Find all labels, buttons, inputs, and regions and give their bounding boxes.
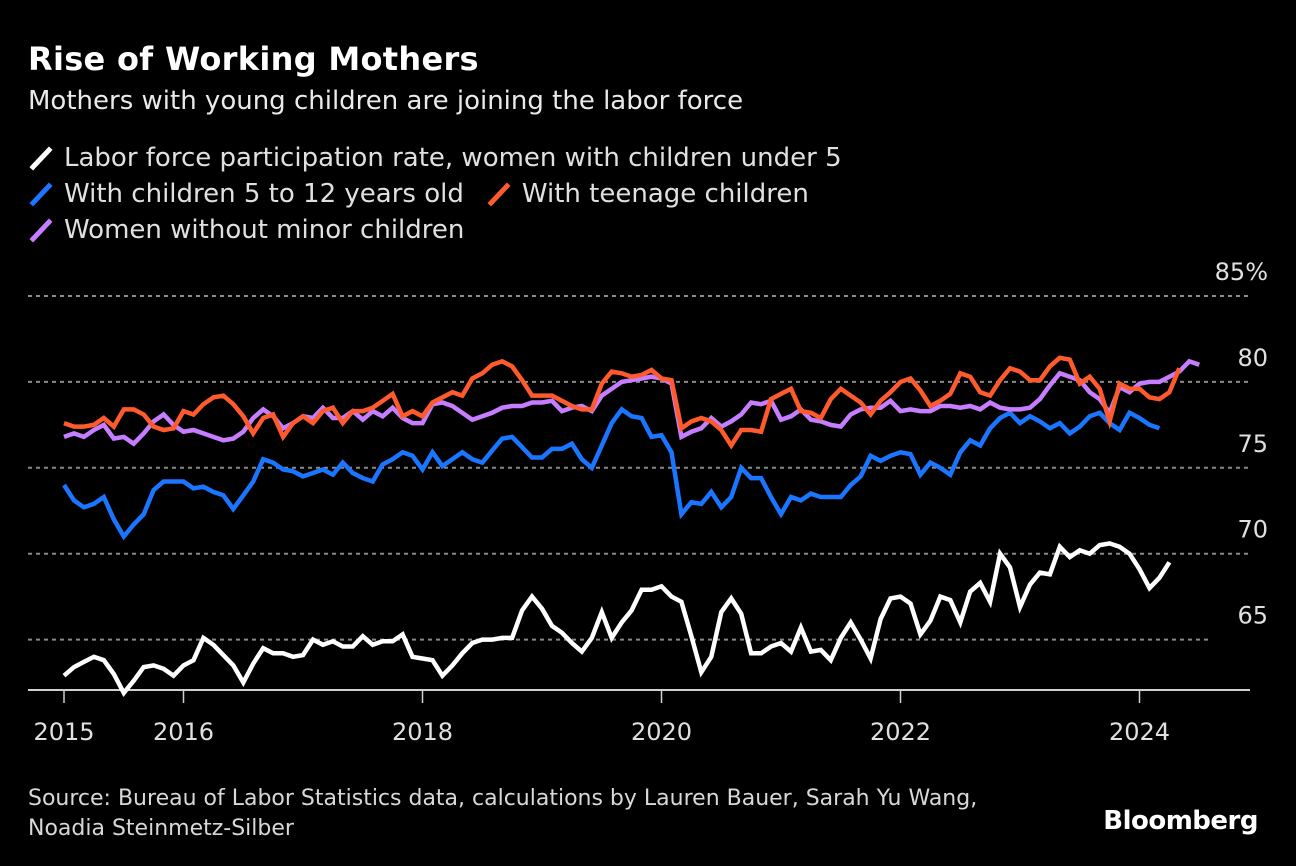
x-tick-label: 2016 — [153, 718, 214, 746]
x-tick-label: 2022 — [870, 718, 931, 746]
x-tick-label: 2020 — [631, 718, 692, 746]
y-tick-label: 80 — [1237, 344, 1268, 372]
legend-swatch-orange-icon — [486, 181, 512, 207]
y-tick-label: 85% — [1215, 258, 1268, 286]
y-tick-label: 70 — [1237, 516, 1268, 544]
legend-swatch-white-icon — [28, 145, 54, 171]
legend: Labor force participation rate, women wi… — [28, 140, 864, 248]
legend-item-under-5: Labor force participation rate, women wi… — [28, 143, 842, 173]
source-note: Source: Bureau of Labor Statistics data,… — [28, 786, 978, 841]
legend-swatch-blue-icon — [28, 181, 54, 207]
legend-label: With teenage children — [521, 179, 809, 209]
y-tick-label: 75 — [1237, 430, 1268, 458]
legend-label: With children 5 to 12 years old — [64, 179, 464, 209]
legend-label: Labor force participation rate, women wi… — [64, 143, 842, 173]
series-line-under-5 — [62, 541, 1172, 697]
legend-item-teenage: With teenage children — [486, 179, 809, 209]
y-tick-label: 65 — [1237, 602, 1268, 630]
x-tick-label: 2018 — [392, 718, 453, 746]
bloomberg-logo: Bloomberg — [1103, 806, 1258, 836]
legend-label: Women without minor children — [64, 215, 465, 245]
legend-item-5-to-12: With children 5 to 12 years old — [28, 179, 464, 209]
series-line-no-minor-children — [63, 358, 1201, 447]
x-tick-label: 2024 — [1109, 718, 1170, 746]
chart-subtitle: Mothers with young children are joining … — [28, 86, 744, 116]
series-line-teenage — [63, 355, 1182, 450]
series-line-5-to-12 — [62, 406, 1161, 541]
legend-item-no-minor-children: Women without minor children — [28, 215, 464, 245]
chart-title: Rise of Working Mothers — [28, 40, 479, 78]
x-tick-label: 2015 — [33, 718, 94, 746]
legend-swatch-purple-icon — [28, 217, 54, 243]
